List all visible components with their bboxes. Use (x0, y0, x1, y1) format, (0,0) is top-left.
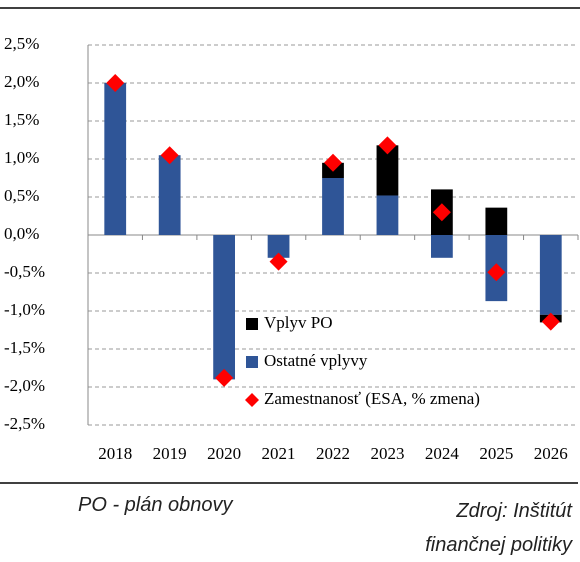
legend-swatch (245, 393, 259, 407)
y-tick-label: 0,5% (4, 186, 39, 205)
chart: -2,5% -2,0% -1,5% -1,0% -0,5% 0,0% 0,5% 1,0% 1,5… (0, 7, 580, 484)
marker (487, 263, 506, 282)
bar (267, 235, 290, 258)
bar (539, 235, 562, 315)
footer-note: PO - plán obnovy (78, 494, 233, 516)
bar (376, 145, 399, 196)
marker (106, 74, 125, 92)
x-tick-label: 2025 (479, 444, 513, 463)
x-tick-label: 2026 (534, 444, 568, 463)
marker (324, 153, 342, 172)
bar (158, 155, 181, 235)
legend-label: Ostatné vplyvy (264, 351, 368, 370)
y-tick-label: 2,5% (4, 34, 39, 53)
x-tick-label: 2023 (370, 444, 404, 463)
marker (215, 368, 234, 387)
y-tick-label: 2,0% (4, 72, 39, 91)
y-tick-label: 0,0% (4, 224, 39, 243)
marker (160, 146, 179, 165)
y-tick-label: 1,5% (4, 110, 39, 129)
x-tick-label: 2024 (425, 444, 460, 463)
page: {"chart_data": {"type": "bar", "stacked"… (0, 7, 580, 556)
y-tick-label: -2,5% (4, 414, 45, 433)
bar (104, 83, 127, 235)
y-tick-label: -1,5% (4, 338, 45, 357)
bar (431, 235, 453, 258)
footer-source: Zdroj: Inštitút finančnej politiky (425, 500, 572, 556)
legend-swatch (246, 318, 258, 330)
bar (322, 178, 344, 235)
y-tick-label: -2,0% (4, 376, 45, 395)
x-tick-label: 2022 (316, 444, 350, 463)
x-tick-label: 2018 (98, 444, 132, 463)
bar (213, 235, 235, 380)
y-tick-label: -1,0% (4, 300, 45, 319)
y-tick-label: 1,0% (4, 148, 39, 167)
y-tick-label: -0,5% (4, 262, 45, 281)
marker (541, 312, 560, 331)
marker (378, 136, 397, 155)
x-tick-label: 2020 (207, 444, 241, 463)
bar (485, 207, 508, 235)
marker (432, 203, 451, 222)
x-tick-label: 2019 (153, 444, 187, 463)
bar (376, 195, 399, 235)
legend-label: Zamestnanosť (ESA, % zmena) (264, 389, 480, 408)
x-tick-label: 2021 (262, 444, 296, 463)
legend-label: Vplyv PO (264, 313, 332, 332)
marker (269, 252, 288, 271)
legend-swatch (246, 356, 258, 368)
